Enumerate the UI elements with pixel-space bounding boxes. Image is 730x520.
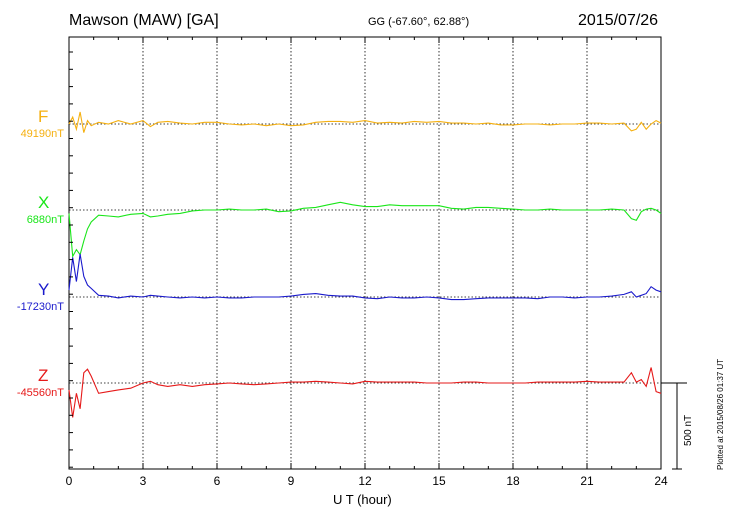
series-line-z (68, 367, 662, 418)
x-tick-label: 15 (432, 474, 446, 488)
x-tick-label: 9 (288, 474, 295, 488)
plotted-timestamp: Plotted at 2015/08/26 01:37 UT (716, 358, 725, 470)
baseline-label-z: -45560nT (16, 387, 64, 399)
component-label-f: F (38, 107, 49, 126)
x-axis-label: U T (hour) (333, 492, 392, 507)
date-label: 2015/07/26 (578, 12, 659, 29)
plot-frame (68, 36, 662, 470)
x-tick-label: 0 (66, 474, 73, 488)
x-tick-label: 24 (654, 474, 668, 488)
x-tick-label: 3 (140, 474, 147, 488)
component-label-z: Z (38, 366, 49, 385)
x-tick-label: 21 (580, 474, 594, 488)
baseline-label-f: 49190nT (20, 128, 64, 140)
baseline-label-y: -17230nT (16, 301, 64, 313)
component-label-x: X (38, 193, 50, 212)
station-title: Mawson (MAW) [GA] (69, 12, 219, 29)
x-tick-label: 12 (358, 474, 372, 488)
series-line-x (68, 201, 662, 259)
grid-layer (68, 36, 662, 470)
scale-bar (661, 382, 687, 470)
x-tick-label: 18 (506, 474, 520, 488)
series-line-y (68, 253, 662, 301)
tick-layer: 0 3 6 9 12 15 18 21 24 (66, 37, 668, 488)
component-label-y: Y (38, 280, 50, 299)
coordinates-label: GG (-67.60°, 62.88°) (368, 16, 470, 28)
scale-bar-label: 500 nT (683, 414, 694, 446)
series-layer (68, 111, 662, 418)
baseline-label-x: 6880nT (26, 214, 64, 226)
series-line-f (68, 111, 662, 133)
x-tick-label: 6 (214, 474, 221, 488)
